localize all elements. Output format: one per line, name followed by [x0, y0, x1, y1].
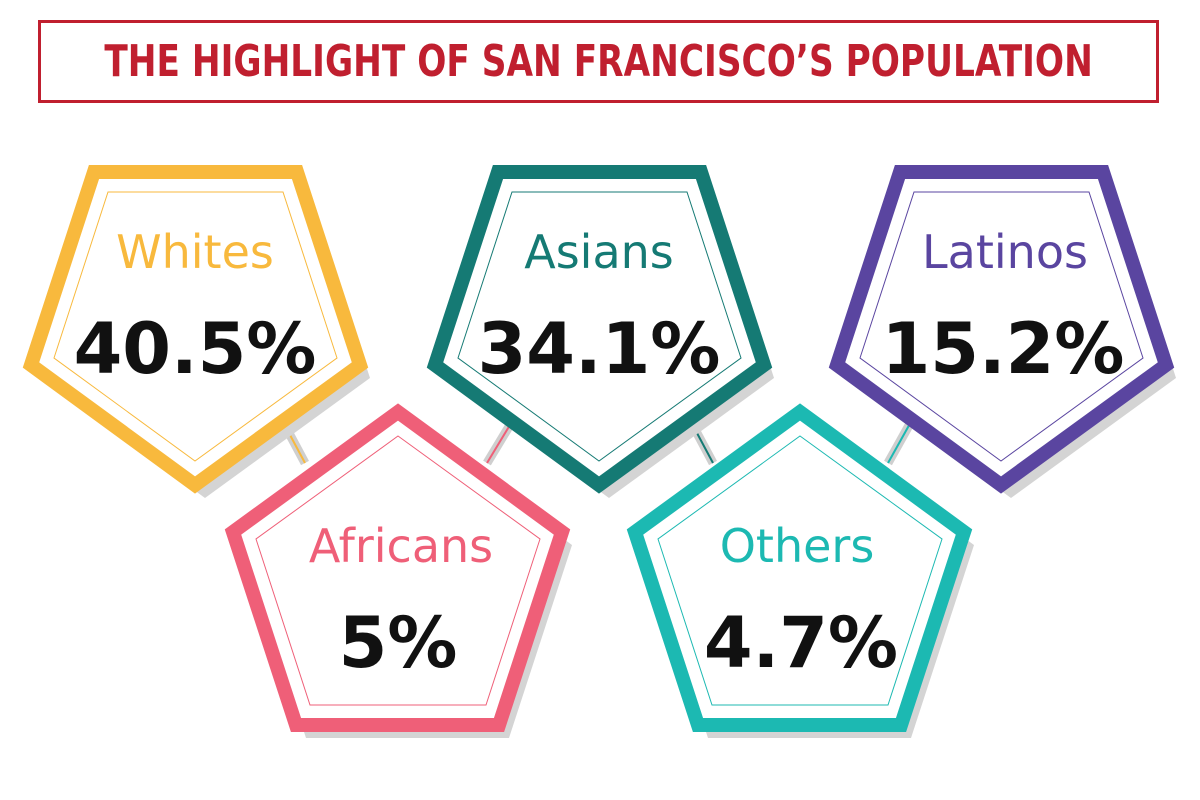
latinos-label: Latinos [922, 225, 1088, 279]
pentagon-others: Others 4.7% [626, 403, 974, 738]
pentagon-latinos: Latinos 15.2% [828, 165, 1176, 498]
page-title: THE HIGHLIGHT OF SAN FRANCISCO’S POPULAT… [104, 36, 1093, 87]
others-value: 4.7% [704, 602, 898, 684]
africans-value: 5% [339, 602, 458, 684]
pentagon-latinos-inner [859, 191, 1144, 462]
connector-latinos-others-color [887, 419, 913, 464]
whites-value: 40.5% [74, 308, 317, 390]
asians-value: 34.1% [478, 308, 721, 390]
others-label: Others [720, 519, 875, 573]
pentagon-asians: Asians 34.1% [426, 165, 774, 498]
pentagon-asians-outer [426, 165, 773, 494]
pentagon-asians-inner [457, 191, 742, 462]
pentagon-africans-inner [255, 435, 541, 706]
pentagon-others-outer [626, 403, 973, 732]
pentagon-latinos-outer [828, 165, 1175, 494]
pentagon-whites-outer [22, 165, 369, 494]
pentagon-others-inner [657, 435, 943, 706]
pentagon-whites: Whites 40.5% [22, 165, 370, 498]
pentagon-africans-outer [224, 403, 571, 732]
whites-label: Whites [116, 225, 274, 279]
africans-label: Africans [309, 519, 493, 573]
pentagon-africans: Africans 5% [224, 403, 572, 738]
title-banner: THE HIGHLIGHT OF SAN FRANCISCO’S POPULAT… [38, 20, 1159, 103]
latinos-value: 15.2% [882, 308, 1125, 390]
asians-label: Asians [524, 225, 674, 279]
pentagon-whites-inner [53, 191, 338, 462]
